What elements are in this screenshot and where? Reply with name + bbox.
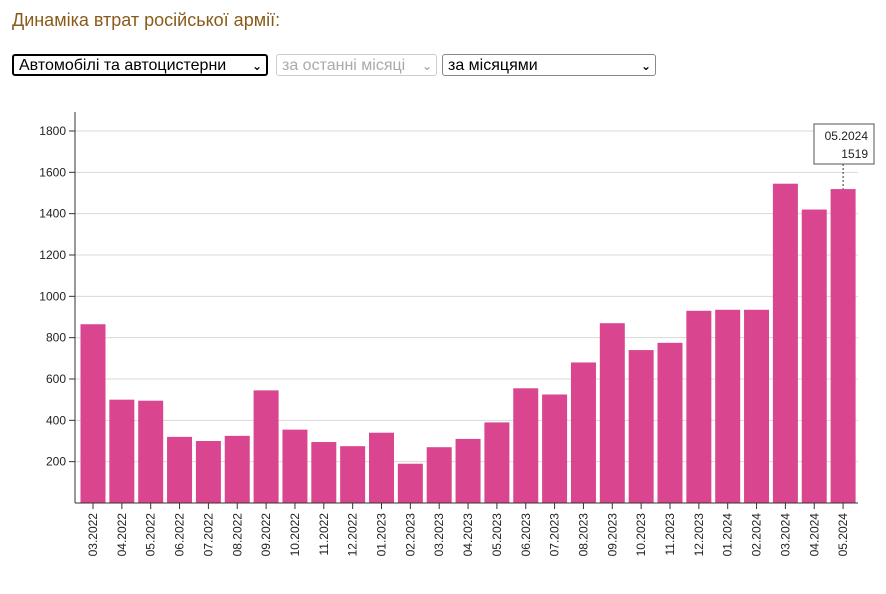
bar[interactable]: [715, 309, 741, 503]
y-tick-label: 1600: [39, 165, 66, 179]
period-select[interactable]: за останні місяці ⌄: [276, 54, 437, 76]
x-tick-label: 03.2024: [778, 513, 792, 557]
bar[interactable]: [369, 432, 394, 503]
bar[interactable]: [253, 390, 279, 503]
x-tick-label: 10.2022: [288, 513, 302, 557]
tooltip-date: 05.2024: [825, 129, 869, 143]
grouping-select-value: за місяцями: [448, 57, 538, 74]
grid-lines: [75, 130, 858, 463]
x-tick-label: 07.2023: [548, 513, 562, 557]
x-tick-label: 10.2023: [634, 513, 648, 557]
x-tick-label: 01.2024: [721, 513, 735, 557]
y-axis-ticks: 200 400 600 800 1000 1200 1400 1600 1800: [39, 124, 75, 469]
bar[interactable]: [657, 342, 683, 503]
y-tick-label: 600: [46, 372, 66, 386]
x-tick-label: 06.2023: [519, 513, 533, 557]
bars: [80, 183, 856, 504]
x-tick-label: 01.2023: [375, 513, 389, 557]
x-tick-label: 02.2024: [750, 513, 764, 557]
bar[interactable]: [744, 309, 770, 503]
category-select[interactable]: Автомобілі та автоцистерни ⌄: [12, 54, 268, 76]
x-tick-label: 03.2022: [86, 513, 100, 557]
bar[interactable]: [195, 441, 221, 503]
bar[interactable]: [513, 388, 539, 503]
x-tick-label: 12.2023: [692, 513, 706, 557]
x-tick-label: 11.2022: [317, 513, 331, 556]
bar[interactable]: [80, 324, 106, 503]
x-tick-label: 09.2023: [605, 513, 619, 557]
bar[interactable]: [282, 429, 308, 503]
bar[interactable]: [426, 447, 452, 503]
chevron-down-icon: ⌄: [251, 59, 262, 73]
x-tick-label: 07.2022: [201, 513, 215, 557]
bar[interactable]: [570, 362, 596, 503]
x-tick-label: 08.2023: [576, 513, 590, 557]
y-tick-label: 1800: [39, 124, 66, 138]
bar[interactable]: [167, 436, 193, 503]
tooltip-value: 1519: [841, 147, 868, 161]
tooltip-box: [813, 123, 875, 165]
bar[interactable]: [397, 463, 423, 503]
bar[interactable]: [628, 350, 654, 503]
x-tick-label: 08.2022: [230, 513, 244, 557]
bar[interactable]: [801, 209, 827, 504]
bar[interactable]: [542, 394, 568, 504]
x-tick-label: 03.2023: [432, 513, 446, 557]
x-tick-label: 12.2022: [346, 513, 360, 557]
x-tick-label: 05.2024: [836, 513, 850, 557]
grouping-select[interactable]: за місяцями ⌄: [442, 54, 656, 76]
bar[interactable]: [599, 323, 625, 503]
chevron-down-icon: ⌄: [421, 59, 432, 73]
bar[interactable]: [686, 310, 712, 503]
bar[interactable]: [455, 438, 481, 503]
x-tick-label: 02.2023: [403, 513, 417, 557]
period-select-value: за останні місяці: [282, 57, 406, 74]
page-title: Динаміка втрат російської армії:: [12, 10, 281, 30]
bar[interactable]: [138, 400, 164, 503]
bar[interactable]: [830, 189, 856, 503]
bar[interactable]: [340, 446, 366, 503]
category-select-value: Автомобілі та автоцистерни: [19, 57, 227, 74]
bar[interactable]: [109, 399, 135, 503]
x-tick-label: 04.2024: [807, 513, 821, 557]
y-tick-label: 1000: [39, 289, 66, 303]
bar[interactable]: [224, 435, 250, 503]
x-tick-label: 04.2023: [461, 513, 475, 557]
x-tick-label: 09.2022: [259, 513, 273, 557]
x-tick-label: 04.2022: [115, 513, 129, 557]
x-tick-label: 11.2023: [663, 513, 677, 556]
y-tick-label: 800: [46, 331, 66, 345]
x-tick-label: 06.2022: [173, 513, 187, 557]
bar-tooltip: 05.2024 1519: [813, 123, 875, 190]
bar[interactable]: [772, 183, 798, 503]
x-tick-label: 05.2022: [144, 513, 158, 557]
x-tick-label: 05.2023: [490, 513, 504, 557]
y-tick-label: 200: [46, 455, 66, 469]
bar[interactable]: [484, 422, 510, 503]
y-tick-label: 1200: [39, 248, 66, 262]
x-axis-ticks: 03.2022 04.2022 05.2022 06.2022 07.2022 08.20…: [86, 503, 850, 556]
y-tick-label: 400: [46, 413, 66, 427]
bar[interactable]: [311, 442, 337, 503]
chevron-down-icon: ⌄: [640, 59, 651, 73]
y-tick-label: 1400: [39, 207, 66, 221]
